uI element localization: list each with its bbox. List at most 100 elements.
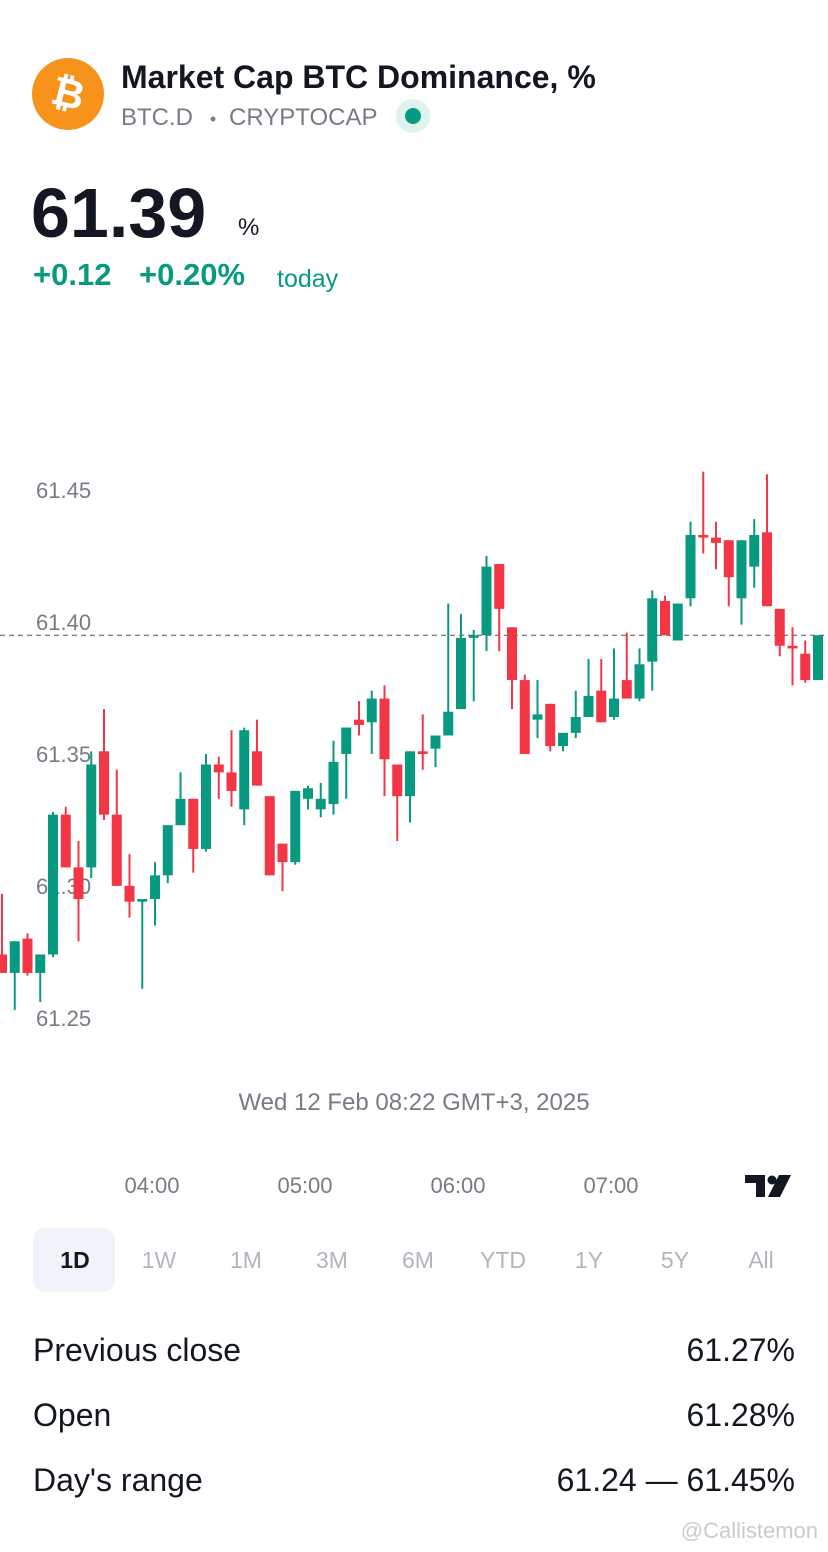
candle-body (430, 735, 441, 749)
exchange: CRYPTOCAP (229, 104, 378, 131)
range-button[interactable]: 5Y (661, 1247, 689, 1273)
candle-body (328, 761, 339, 805)
candle-body (800, 653, 811, 681)
title: Market Cap BTC Dominance, % (121, 59, 596, 95)
candle-body (379, 698, 390, 760)
candle-body (22, 938, 33, 973)
candle-body (48, 814, 58, 955)
range-button[interactable]: 1Y (575, 1247, 603, 1273)
candle-body (188, 798, 199, 849)
candle-body (570, 717, 581, 733)
change: +0.12 (33, 257, 111, 292)
y-tick-label: 61.35 (36, 742, 91, 767)
candle-body (201, 764, 211, 849)
range-button[interactable]: 6M (402, 1247, 434, 1273)
candle-body (315, 798, 326, 810)
candle-body (494, 564, 505, 609)
candle-body (354, 719, 364, 725)
candle-body (481, 566, 492, 636)
candle-body (443, 711, 454, 736)
tradingview-logo (745, 1175, 791, 1197)
candle-body (213, 764, 224, 773)
candle-body (264, 796, 275, 876)
candle-body (456, 637, 466, 710)
candle-body (175, 798, 186, 826)
candle-body (660, 600, 670, 636)
candle-body (698, 534, 709, 538)
y-tick-label: 61.45 (36, 478, 91, 503)
candle-body (303, 788, 313, 799)
candle-body (468, 635, 479, 638)
candle-body (150, 875, 160, 900)
x-tick-label: 07:00 (583, 1173, 638, 1198)
watermark: @Callistemon (681, 1518, 818, 1543)
logo-part (767, 1175, 777, 1185)
candle-body (762, 532, 772, 607)
candle-body (787, 645, 798, 649)
candle-body (545, 703, 556, 747)
x-tick-label: 04:00 (124, 1173, 179, 1198)
candle-body (277, 843, 288, 863)
candle-body (226, 772, 237, 791)
date-label: Wed 12 Feb 08:22 GMT+3, 2025 (238, 1089, 589, 1116)
candle-body (558, 732, 568, 747)
candle-body (583, 695, 594, 718)
candle-body (519, 680, 530, 754)
candle-body (86, 764, 97, 868)
candle-body (723, 540, 734, 578)
stat-label: Open (33, 1397, 111, 1433)
range-button[interactable]: 1M (230, 1247, 262, 1273)
candle-body (507, 627, 517, 681)
candle-body (137, 899, 148, 902)
candle-body (685, 534, 696, 599)
range-button[interactable]: YTD (480, 1247, 526, 1273)
range-selector: 1D 1W 1M 3M 6M YTD 1Y 5Y All (33, 1228, 774, 1292)
candle-body (736, 540, 747, 599)
candle-body (252, 751, 262, 786)
candle-body (672, 603, 683, 641)
price: 61.39 (31, 174, 206, 252)
candle-body (99, 751, 109, 815)
candle-body (711, 537, 721, 543)
candle-body (749, 534, 760, 567)
candle-body (405, 751, 415, 797)
change-percent: +0.20% (139, 257, 245, 292)
candle-body (392, 764, 403, 797)
range-selected-bg (33, 1228, 115, 1292)
candle-body (366, 698, 377, 723)
range-button[interactable]: All (748, 1247, 774, 1273)
symbol: BTC.D (121, 104, 193, 131)
y-tick-label: 61.40 (36, 610, 91, 635)
candle-body (60, 814, 71, 868)
stat-value: 61.27% (686, 1332, 795, 1368)
candle-body (124, 885, 135, 902)
separator: • (210, 109, 216, 129)
range-button[interactable]: 1D (60, 1247, 89, 1273)
candle-body (596, 690, 607, 723)
range-button[interactable]: 1W (142, 1247, 177, 1273)
candle-body (774, 608, 785, 646)
candle-body (111, 814, 122, 886)
stat-label: Previous close (33, 1332, 241, 1368)
candle-body (162, 825, 173, 876)
candle-body (417, 751, 428, 754)
stat-label: Day's range (33, 1462, 203, 1498)
change-period: today (277, 265, 339, 293)
candle-body (341, 727, 352, 754)
y-tick-label: 61.25 (36, 1006, 91, 1031)
candle-body (35, 954, 46, 973)
candle-body (0, 954, 7, 973)
price-unit: % (238, 214, 259, 241)
candle-body (239, 730, 250, 810)
candle-body (609, 698, 619, 718)
candle-body (9, 941, 20, 973)
stat-value: 61.24 — 61.45% (557, 1462, 795, 1498)
logo-part (745, 1175, 765, 1197)
status-dot (405, 108, 421, 124)
candle-body (290, 790, 301, 863)
range-button[interactable]: 3M (316, 1247, 348, 1273)
x-tick-label: 05:00 (277, 1173, 332, 1198)
